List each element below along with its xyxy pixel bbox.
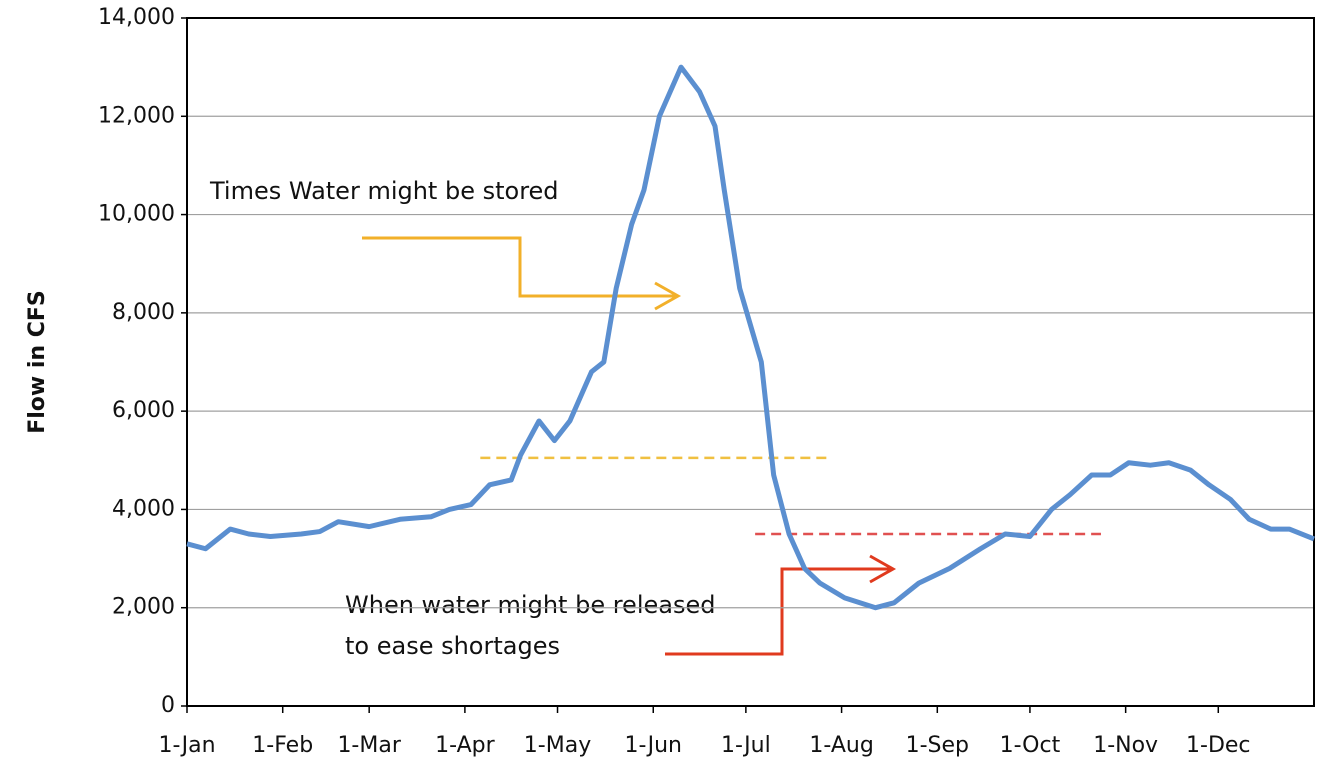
plot-frame [186, 17, 1315, 707]
x-tick-label: 1-Oct [1000, 733, 1061, 758]
x-tick-label: 1-Jun [624, 733, 682, 758]
y-tick-label: 4,000 [112, 496, 175, 521]
y-tick-label: 2,000 [112, 595, 175, 620]
x-tick-label: 1-May [524, 733, 591, 758]
release-arrow [665, 554, 897, 656]
annotation: Times Water might be stored [209, 177, 559, 205]
x-tick-label: 1-Jan [158, 733, 215, 758]
y-tick-label: 12,000 [98, 103, 175, 128]
x-tick-label: 1-Apr [435, 733, 495, 758]
y-tick-label: 14,000 [98, 5, 175, 30]
flow-line [186, 64, 1315, 611]
x-tick-label: 1-Jul [721, 733, 771, 758]
x-tick-label: 1-Aug [809, 733, 873, 758]
x-tick-label: 1-Sep [906, 733, 969, 758]
y-tick-label: 6,000 [112, 398, 175, 423]
annotation: When water might be released [345, 591, 715, 619]
x-tick-label: 1-Mar [337, 733, 401, 758]
y-tick-label: 0 [161, 693, 175, 718]
y-axis-title: Flow in CFS [25, 290, 50, 434]
x-tick-label: 1-Dec [1186, 733, 1251, 758]
annotation: to ease shortages [345, 632, 560, 660]
x-tick-label: 1-Feb [252, 733, 313, 758]
store-arrow [362, 236, 682, 311]
y-tick-label: 8,000 [112, 300, 175, 325]
x-tick-label: 1-Nov [1093, 733, 1158, 758]
y-tick-label: 10,000 [98, 202, 175, 227]
